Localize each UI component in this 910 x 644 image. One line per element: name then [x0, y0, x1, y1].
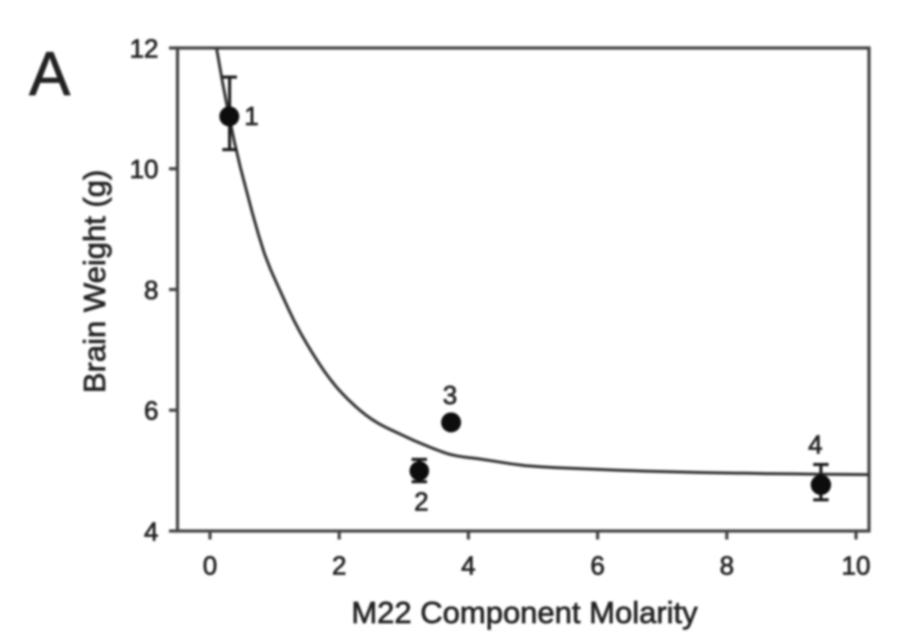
svg-text:3: 3 — [443, 380, 457, 410]
svg-text:8: 8 — [144, 275, 158, 305]
svg-text:8: 8 — [720, 551, 734, 581]
svg-text:4: 4 — [808, 430, 822, 460]
svg-text:10: 10 — [130, 154, 159, 184]
svg-text:4: 4 — [144, 516, 158, 546]
svg-text:0: 0 — [203, 551, 217, 581]
svg-text:A: A — [29, 40, 71, 109]
svg-text:2: 2 — [332, 551, 346, 581]
svg-text:M22 Component Molarity: M22 Component Molarity — [351, 595, 698, 630]
svg-text:12: 12 — [130, 33, 159, 63]
svg-text:Brain Weight (g): Brain Weight (g) — [77, 170, 112, 393]
svg-text:10: 10 — [842, 551, 871, 581]
svg-text:4: 4 — [461, 551, 475, 581]
svg-text:2: 2 — [414, 487, 428, 517]
svg-text:6: 6 — [590, 551, 604, 581]
svg-text:6: 6 — [144, 396, 158, 426]
svg-text:1: 1 — [244, 101, 258, 131]
